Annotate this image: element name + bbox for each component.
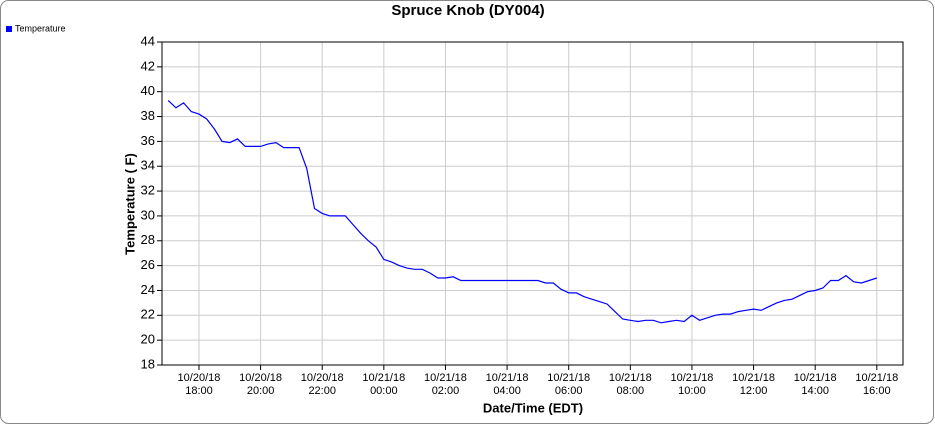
y-tick-label: 42 [141, 58, 155, 73]
y-tick-label: 40 [141, 83, 155, 98]
y-tick-label: 38 [141, 108, 155, 123]
y-tick-label: 18 [141, 356, 155, 371]
x-tick-label: 10/20/18 20:00 [239, 372, 282, 397]
x-tick-label: 10/21/18 16:00 [855, 372, 899, 397]
x-tick-label: 10/21/18 06:00 [547, 372, 591, 397]
plot-border [161, 41, 904, 366]
legend-label: Temperature [15, 23, 66, 33]
x-tick-label: 10/20/18 22:00 [300, 372, 344, 397]
y-tick-label: 34 [141, 158, 155, 173]
y-tick-label: 32 [141, 183, 155, 198]
y-tick-label: 24 [141, 282, 155, 297]
y-tick-label: 20 [141, 332, 155, 347]
y-tick-label: 26 [141, 257, 155, 272]
chart-title: Spruce Knob (DY004) [391, 2, 544, 19]
y-tick-label: 36 [141, 133, 155, 148]
x-tick-label: 10/21/18 14:00 [793, 372, 837, 397]
x-tick-label: 10/21/18 08:00 [608, 372, 652, 397]
x-tick-label: 10/21/18 12:00 [732, 372, 775, 397]
y-axis-label: Temperature ( F) [122, 153, 137, 255]
y-tick-label: 30 [141, 207, 155, 222]
y-tick-label: 22 [141, 307, 155, 322]
legend-swatch [6, 26, 12, 32]
x-tick-label: 10/21/18 00:00 [362, 372, 406, 397]
data-line [167, 99, 877, 324]
x-tick-label: 10/20/18 18:00 [177, 372, 221, 397]
x-axis-label: Date/Time (EDT) [483, 400, 583, 415]
y-tick-label: 44 [141, 33, 155, 48]
x-tick-label: 10/21/18 04:00 [485, 372, 529, 397]
x-tick-label: 10/21/18 02:00 [424, 372, 467, 397]
x-tick-label: 10/21/18 10:00 [670, 372, 714, 397]
plot-area [162, 42, 903, 365]
y-tick-label: 28 [141, 232, 155, 247]
